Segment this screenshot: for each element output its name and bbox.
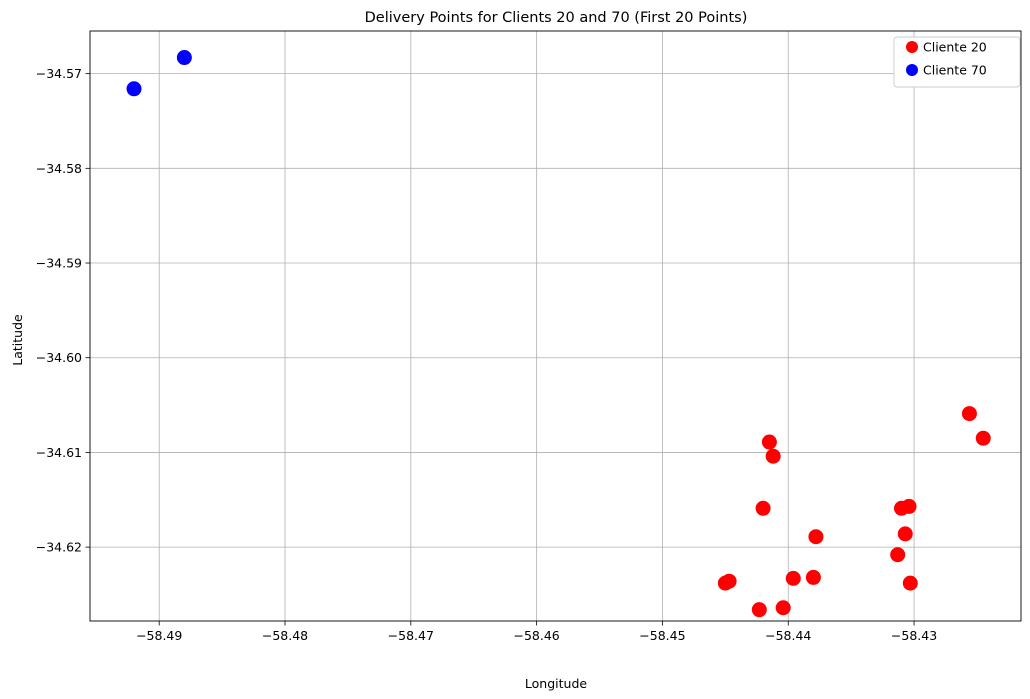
plot-frame	[89, 30, 1022, 622]
legend-marker-cliente-70	[906, 64, 918, 76]
data-point-cliente-20	[901, 498, 917, 514]
x-tick-label: −58.45	[639, 628, 685, 643]
x-tick-label: −58.49	[136, 628, 182, 643]
data-point-cliente-20	[765, 448, 781, 464]
x-tick-label: −58.48	[262, 628, 308, 643]
data-point-cliente-20	[751, 602, 767, 618]
legend-label-cliente-70: Cliente 70	[923, 63, 987, 78]
y-tick-label: −34.60	[36, 350, 82, 365]
legend-box	[893, 36, 1021, 88]
y-axis-label: Latitude	[10, 314, 25, 366]
data-point-cliente-70	[126, 81, 142, 97]
x-tick-label: −58.44	[765, 628, 811, 643]
data-points	[126, 50, 991, 618]
data-point-cliente-20	[805, 569, 821, 585]
data-point-cliente-20	[897, 526, 913, 542]
grid	[90, 31, 1021, 621]
x-tick-label: −58.43	[891, 628, 937, 643]
data-point-cliente-20	[808, 529, 824, 545]
data-point-cliente-20	[975, 430, 991, 446]
data-point-cliente-20	[902, 575, 918, 591]
y-tick-label: −34.61	[36, 445, 82, 460]
x-tick-label: −58.47	[388, 628, 434, 643]
y-tick-label: −34.58	[36, 161, 82, 176]
data-point-cliente-20	[775, 600, 791, 616]
data-point-cliente-20	[961, 406, 977, 422]
y-tick-label: −34.57	[36, 66, 82, 81]
data-point-cliente-20	[717, 575, 733, 591]
legend: Cliente 20 Cliente 70	[893, 36, 1021, 88]
y-tick-label: −34.59	[36, 256, 82, 271]
chart-title: Delivery Points for Clients 20 and 70 (F…	[365, 10, 748, 26]
legend-marker-cliente-20	[906, 41, 918, 53]
data-point-cliente-70	[176, 50, 192, 66]
legend-label-cliente-20: Cliente 20	[923, 40, 987, 55]
data-point-cliente-20	[761, 434, 777, 450]
data-point-cliente-20	[890, 547, 906, 563]
y-tick-label: −34.62	[36, 540, 82, 555]
data-point-cliente-20	[755, 500, 771, 516]
axis-ticks: −58.49 −58.48 −58.47 −58.46 −58.45 −58.44 −58.…	[36, 66, 937, 643]
x-tick-label: −58.46	[513, 628, 559, 643]
data-point-cliente-20	[785, 570, 801, 586]
x-axis-label: Longitude	[525, 676, 587, 691]
